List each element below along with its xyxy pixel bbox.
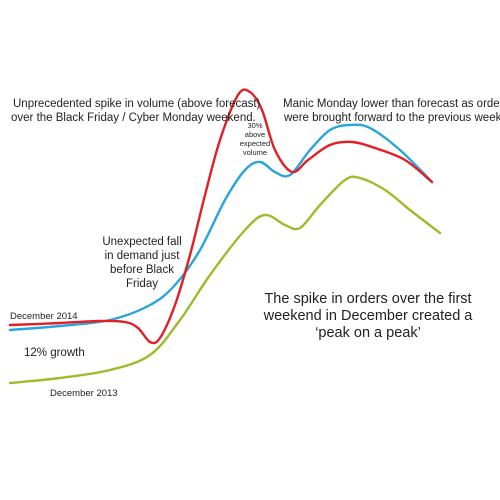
series-layer [8, 88, 442, 385]
series-line-december-2014 [8, 88, 434, 345]
annotation-growth: 12% growth [24, 347, 85, 359]
annotation-fall-line-4: Friday [126, 278, 158, 290]
annotation-fall-line-3: before Black [110, 264, 174, 276]
annotation-above-line-4: volume [243, 148, 267, 157]
series-label-december-2013: December 2013 [50, 388, 118, 399]
annotation-spike-line-2: over the Black Friday / Cyber Monday wee… [11, 112, 256, 124]
annotation-peak-line-1: The spike in orders over the first [264, 291, 471, 307]
annotation-fall-line-2: in demand just [105, 250, 181, 262]
annotation-peak-line-2: weekend in December created a [263, 308, 474, 324]
annotation-manic-line-2: were brought forward to the previous wee… [283, 112, 500, 124]
annotation-manic-line-1: Manic Monday lower than forecast as orde… [283, 98, 500, 110]
annotation-above-line-1: 30% [247, 121, 262, 130]
series-label-december-2014: December 2014 [10, 311, 78, 322]
annotation-spike-line-1: Unprecedented spike in volume (above for… [13, 98, 261, 110]
annotation-above-line-2: above [245, 130, 265, 139]
annotation-fall-line-1: Unexpected fall [102, 236, 181, 248]
series-line-forecast [8, 123, 434, 332]
annotation-layer: Unprecedented spike in volume (above for… [10, 98, 500, 399]
annotation-above-line-3: expected [240, 139, 270, 148]
annotation-peak-line-3: ‘peak on a peak’ [315, 325, 421, 341]
series-line-december-2013 [8, 175, 442, 385]
